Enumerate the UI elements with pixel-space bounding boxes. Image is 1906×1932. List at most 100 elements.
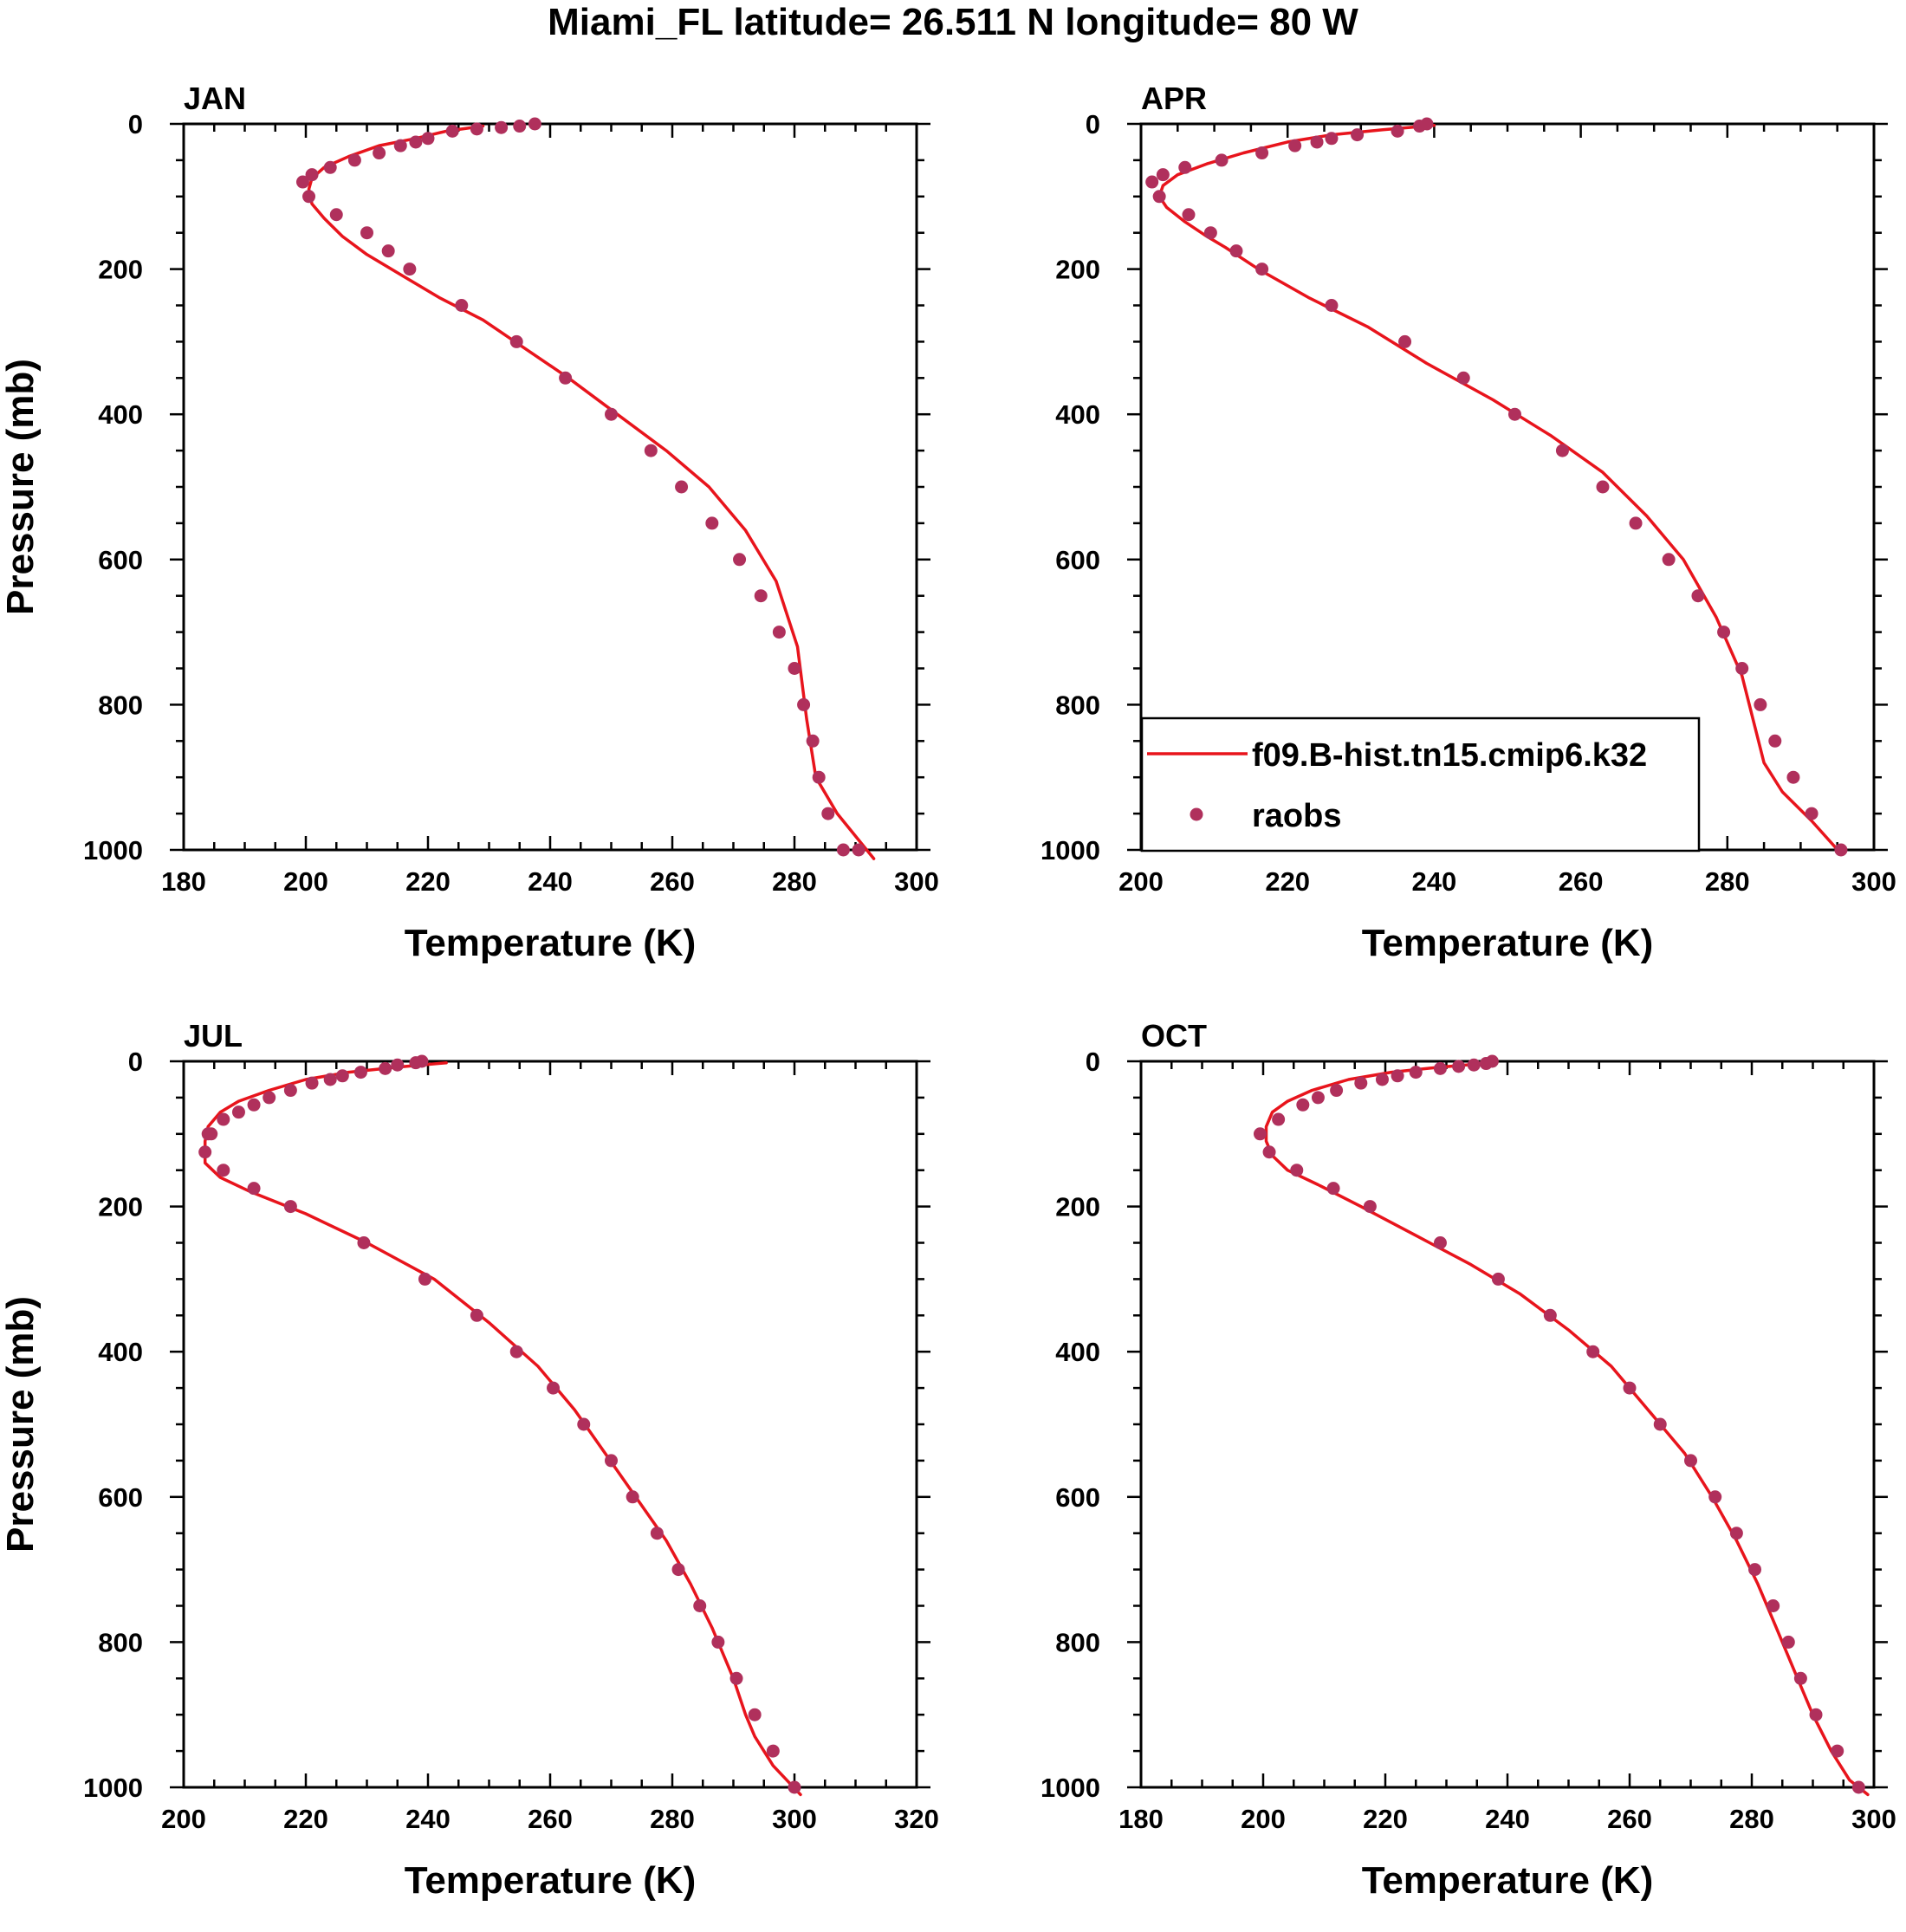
obs-point	[1178, 160, 1192, 174]
y-tick-label: 200	[98, 1192, 143, 1222]
obs-point	[1310, 135, 1324, 149]
y-axis-title: Pressure (mb)	[0, 1296, 42, 1553]
obs-point	[675, 480, 689, 494]
x-tick-label: 220	[1265, 866, 1310, 897]
obs-point	[1717, 626, 1731, 639]
x-tick-label: 200	[1118, 866, 1164, 897]
obs-point	[198, 1145, 212, 1159]
x-axis-title: Temperature (K)	[405, 922, 697, 964]
obs-point	[693, 1599, 707, 1612]
obs-point	[1586, 1345, 1600, 1358]
obs-point	[1851, 1780, 1865, 1794]
y-tick-label: 400	[98, 399, 143, 430]
x-tick-label: 300	[1851, 866, 1896, 897]
x-tick-label: 200	[283, 866, 328, 897]
obs-point	[1809, 1708, 1823, 1721]
panel-jul: JUL 200 220 240 260 280 300 320 0 200 400 600 800 100…	[0, 1018, 939, 1902]
obs-point	[509, 1345, 523, 1358]
obs-point	[470, 122, 483, 136]
obs-point	[772, 626, 786, 639]
obs-point	[1215, 153, 1229, 167]
obs-point	[357, 1236, 371, 1249]
obs-point	[1152, 190, 1166, 204]
obs-point	[381, 244, 395, 258]
obs-point	[1781, 1635, 1795, 1649]
obs-point	[1398, 334, 1412, 348]
obs-point	[1433, 1061, 1447, 1075]
obs-point	[455, 299, 469, 312]
obs-point	[283, 1200, 297, 1214]
y-tick-label: 1000	[1041, 835, 1100, 866]
obs-point	[1596, 480, 1610, 494]
obs-point	[1145, 175, 1159, 189]
y-tick-label: 0	[1086, 1047, 1100, 1077]
legend-box	[1140, 716, 1701, 853]
obs-point	[305, 1076, 319, 1090]
y-tick-label: 800	[98, 690, 143, 720]
y-tick-label: 1000	[1041, 1773, 1100, 1803]
obs-point	[1262, 1145, 1276, 1159]
obs-point	[1156, 168, 1170, 182]
obs-point	[1272, 1112, 1286, 1126]
obs-point	[1543, 1308, 1557, 1322]
x-tick-label: 220	[283, 1804, 328, 1834]
obs-point	[391, 1058, 405, 1072]
obs-point	[852, 843, 865, 857]
y-tick-label: 600	[1055, 545, 1100, 575]
obs-point	[360, 226, 373, 240]
obs-point	[513, 120, 527, 133]
legend-obs-label: raobs	[1252, 798, 1341, 834]
obs-point	[1684, 1454, 1697, 1468]
obs-point	[409, 1056, 423, 1070]
obs-point	[1555, 444, 1569, 457]
panel-jan: JAN 180 200 220 240 260 280 300 0 200 400 600 800 100…	[0, 81, 939, 964]
obs-point	[1255, 263, 1269, 276]
obs-point	[1433, 1236, 1447, 1249]
obs-point	[373, 146, 386, 160]
y-tick-label: 200	[1055, 1192, 1100, 1222]
y-tick-label: 0	[128, 109, 143, 139]
obs-point	[1391, 1069, 1404, 1083]
obs-point	[1793, 1671, 1807, 1685]
x-tick-label: 300	[1851, 1804, 1896, 1834]
x-tick-label: 200	[1241, 1804, 1286, 1834]
obs-point	[671, 1563, 685, 1577]
y-tick-label: 800	[1055, 690, 1100, 720]
x-tick-label: 280	[772, 866, 817, 897]
x-tick-label: 280	[1705, 866, 1750, 897]
y-tick-label: 400	[1055, 399, 1100, 430]
obs-point	[1735, 662, 1749, 675]
obs-point	[1288, 139, 1302, 152]
obs-point	[1391, 124, 1404, 138]
obs-point	[302, 190, 316, 204]
obs-point	[705, 516, 719, 530]
obs-point	[295, 175, 309, 189]
obs-point	[1296, 1098, 1310, 1112]
obs-point	[1203, 226, 1217, 240]
obs-point	[1491, 1272, 1505, 1286]
obs-point	[547, 1381, 561, 1395]
obs-point	[1786, 770, 1800, 784]
figure-title: Miami_FL latitude= 26.511 N longitude= 8…	[548, 1, 1358, 43]
obs-point	[1330, 1084, 1344, 1098]
panel-label: APR	[1141, 81, 1207, 116]
obs-point	[821, 807, 835, 820]
x-tick-label: 220	[405, 866, 451, 897]
obs-point	[1325, 299, 1339, 312]
obs-point	[1691, 589, 1705, 603]
x-tick-label: 220	[1363, 1804, 1408, 1834]
y-tick-label: 200	[1055, 255, 1100, 285]
obs-point	[766, 1744, 780, 1758]
y-tick-label: 600	[1055, 1482, 1100, 1513]
obs-point	[393, 139, 407, 152]
plot-frame	[182, 1060, 918, 1789]
x-axis-title: Temperature (K)	[1362, 922, 1654, 964]
obs-point	[247, 1182, 261, 1196]
panel-label: JUL	[184, 1018, 243, 1054]
obs-point	[733, 553, 747, 567]
obs-point	[283, 1084, 297, 1098]
panel-oct: OCT 180 200 220 240 260 280 300 0 200 400 600 800 100…	[1041, 1018, 1896, 1902]
x-tick-label: 300	[894, 866, 939, 897]
obs-point	[748, 1708, 762, 1721]
y-tick-label: 400	[98, 1337, 143, 1367]
